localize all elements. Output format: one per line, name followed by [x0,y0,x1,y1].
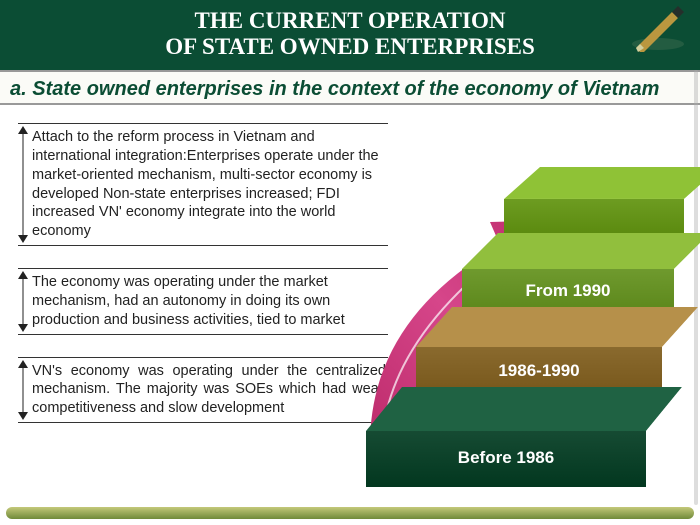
stair-top-face [416,307,698,347]
stair-diagram: Before 1986 1986-1990 From 1990 [356,137,686,467]
stair-label-0: Before 1986 [366,448,646,468]
range-bar-icon [20,128,26,241]
stair-step-1: 1986-1990 [416,307,662,397]
text-block-3: VN's economy was operating under the cen… [18,357,388,424]
range-bar-icon [20,362,26,419]
slide-header: THE CURRENT OPERATION OF STATE OWNED ENT… [0,0,700,70]
stair-step-0: Before 1986 [366,387,646,487]
text-block-1-content: Attach to the reform process in Vietnam … [32,129,379,239]
header-line-1: THE CURRENT OPERATION [10,8,690,34]
text-column: Attach to the reform process in Vietnam … [18,123,388,423]
stair-top-face [366,387,682,431]
content-area: Attach to the reform process in Vietnam … [0,105,700,495]
stair-top-face [504,167,700,199]
header-line-2: OF STATE OWNED ENTERPRISES [10,34,690,60]
stair-step-3 [504,167,684,239]
stair-top-face [462,233,700,269]
stair-label-1: 1986-1990 [416,361,662,381]
text-block-2: The economy was operating under the mark… [18,268,388,335]
stair-label-2: From 1990 [462,281,674,301]
text-block-2-content: The economy was operating under the mark… [32,274,345,328]
stair-step-2: From 1990 [462,233,674,315]
pen-icon [628,2,688,52]
side-accent [694,70,698,505]
text-block-3-content: VN's economy was operating under the cen… [32,363,386,417]
text-block-1: Attach to the reform process in Vietnam … [18,123,388,246]
footer-bar [6,507,694,519]
slide-subtitle: a. State owned enterprises in the contex… [0,70,700,105]
range-bar-icon [20,273,26,330]
